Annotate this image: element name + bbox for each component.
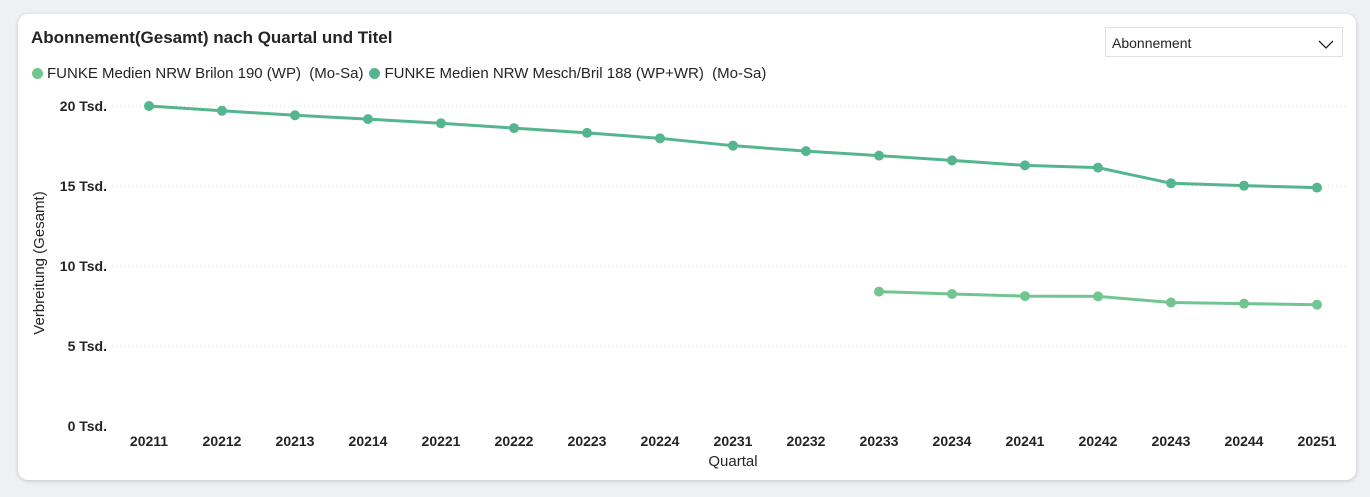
data-point-series-2[interactable] [144,101,154,111]
y-tick-label: 15 Tsd. [60,178,107,194]
data-point-series-2[interactable] [509,123,519,134]
x-tick-label: 20241 [1006,433,1045,449]
legend-label-series-1: FUNKE Medien NRW Brilon 190 (WP) (Mo-Sa) [47,64,364,82]
data-point-series-2[interactable] [1239,180,1249,191]
data-point-series-1[interactable] [1093,291,1103,302]
legend-item-series-2[interactable]: FUNKE Medien NRW Mesch/Bril 188 (WP+WR) … [369,65,766,82]
x-tick-label: 20251 [1298,433,1337,449]
y-tick-label: 20 Tsd. [60,98,107,114]
x-axis-title: Quartal [708,453,757,470]
x-tick-label: 20214 [349,433,388,449]
x-tick-label: 20243 [1152,433,1191,449]
y-tick-label: 10 Tsd. [60,258,107,274]
x-tick-label: 20232 [787,433,826,449]
x-tick-label: 20212 [203,433,242,449]
x-tick-label: 20222 [495,433,534,449]
data-point-series-1[interactable] [1239,298,1249,309]
data-point-series-2[interactable] [436,118,446,129]
data-point-series-2[interactable] [655,133,665,144]
legend-marker-series-1 [32,67,43,79]
slicer-selected-value: Abonnement [1112,35,1192,51]
x-tick-label: 20221 [422,433,461,449]
data-point-series-2[interactable] [801,146,811,157]
x-tick-label: 20231 [714,433,753,449]
data-point-series-2[interactable] [217,105,227,116]
x-tick-label: 20223 [568,433,607,449]
chart-card [18,14,1356,480]
x-tick-label: 20224 [641,433,680,449]
data-point-series-2[interactable] [290,110,300,121]
x-tick-label: 20213 [276,433,315,449]
data-point-series-1[interactable] [1166,297,1176,308]
data-point-series-2[interactable] [1093,162,1103,173]
legend-marker-series-2 [369,67,381,79]
legend-item-series-1[interactable]: FUNKE Medien NRW Brilon 190 (WP) (Mo-Sa) [32,65,363,82]
x-tick-label: 20244 [1225,433,1264,449]
data-point-series-2[interactable] [728,140,738,151]
measure-slicer-dropdown[interactable]: Abonnement [1105,27,1343,57]
x-tick-label: 20233 [860,433,899,449]
data-point-series-2[interactable] [582,127,592,138]
x-tick-label: 20234 [933,433,972,449]
data-point-series-2[interactable] [947,155,957,166]
chart-title: Abonnement(Gesamt) nach Quartal und Tite… [31,28,393,47]
data-point-series-1[interactable] [1020,291,1030,302]
y-axis-title: Verbreitung (Gesamt) [31,191,48,334]
x-tick-label: 20242 [1079,433,1118,449]
x-tick-label: 20211 [130,433,168,449]
y-tick-label: 0 Tsd. [68,418,107,434]
legend-label-series-2: FUNKE Medien NRW Mesch/Bril 188 (WP+WR) … [384,64,767,82]
chevron-down-icon[interactable] [1318,37,1334,53]
data-point-series-1[interactable] [1312,299,1322,310]
data-point-series-2[interactable] [1312,182,1322,193]
y-tick-label: 5 Tsd. [68,338,107,354]
data-point-series-2[interactable] [1166,178,1176,189]
data-point-series-1[interactable] [874,286,884,297]
data-point-series-2[interactable] [363,114,373,125]
legend: FUNKE Medien NRW Brilon 190 (WP) (Mo-Sa)… [32,63,772,83]
data-point-series-1[interactable] [947,289,957,299]
data-point-series-2[interactable] [874,150,884,161]
data-point-series-2[interactable] [1020,160,1030,171]
